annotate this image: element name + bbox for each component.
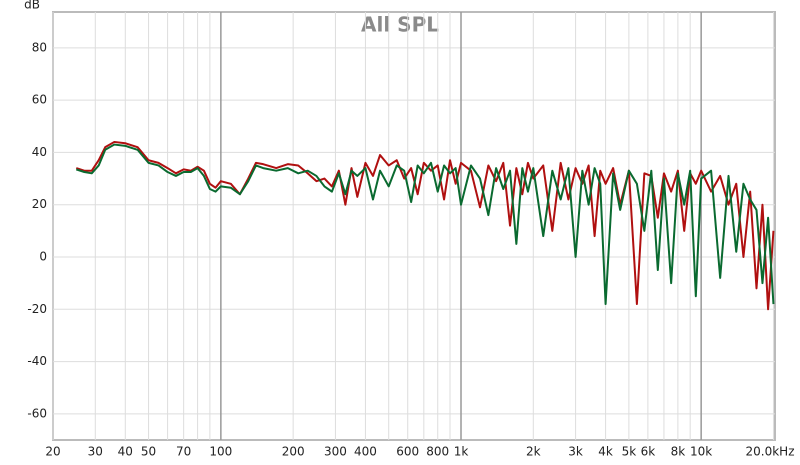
x-tick-label: 1k: [454, 445, 469, 459]
y-tick-label: -60: [27, 406, 47, 420]
x-tick-label: 20: [45, 445, 60, 459]
x-tick-label: 200: [282, 445, 305, 459]
x-tick-label: 600: [396, 445, 419, 459]
y-tick-label: -40: [27, 354, 47, 368]
y-tick-label: 40: [32, 145, 47, 159]
x-tick-label: 100: [209, 445, 232, 459]
x-tick-label: 800: [426, 445, 449, 459]
x-tick-label: 50: [141, 445, 156, 459]
x-tick-label: 20.0kHz: [746, 445, 795, 459]
x-tick-label: 6k: [641, 445, 656, 459]
y-tick-label: 20: [32, 197, 47, 211]
series-line: [75, 140, 775, 311]
y-tick-label: -20: [27, 302, 47, 316]
chart-title: All SPL: [361, 13, 439, 37]
y-unit: dB: [24, 0, 40, 12]
y-tick-label: 80: [32, 40, 47, 54]
y-tick-label: 60: [32, 93, 47, 107]
x-tick-label: 3k: [568, 445, 583, 459]
x-tick-label: 10k: [690, 445, 712, 459]
x-tick-label: 8k: [671, 445, 686, 459]
x-tick-label: 2k: [526, 445, 541, 459]
x-tick-label: 300: [324, 445, 347, 459]
x-tick-label: 5k: [622, 445, 637, 459]
x-tick-label: 400: [354, 445, 377, 459]
x-tick-label: 4k: [598, 445, 613, 459]
x-tick-label: 70: [176, 445, 191, 459]
x-tick-label: 30: [88, 445, 103, 459]
series-line: [75, 143, 775, 306]
y-tick-label: 0: [39, 249, 47, 263]
x-tick-label: 40: [118, 445, 133, 459]
